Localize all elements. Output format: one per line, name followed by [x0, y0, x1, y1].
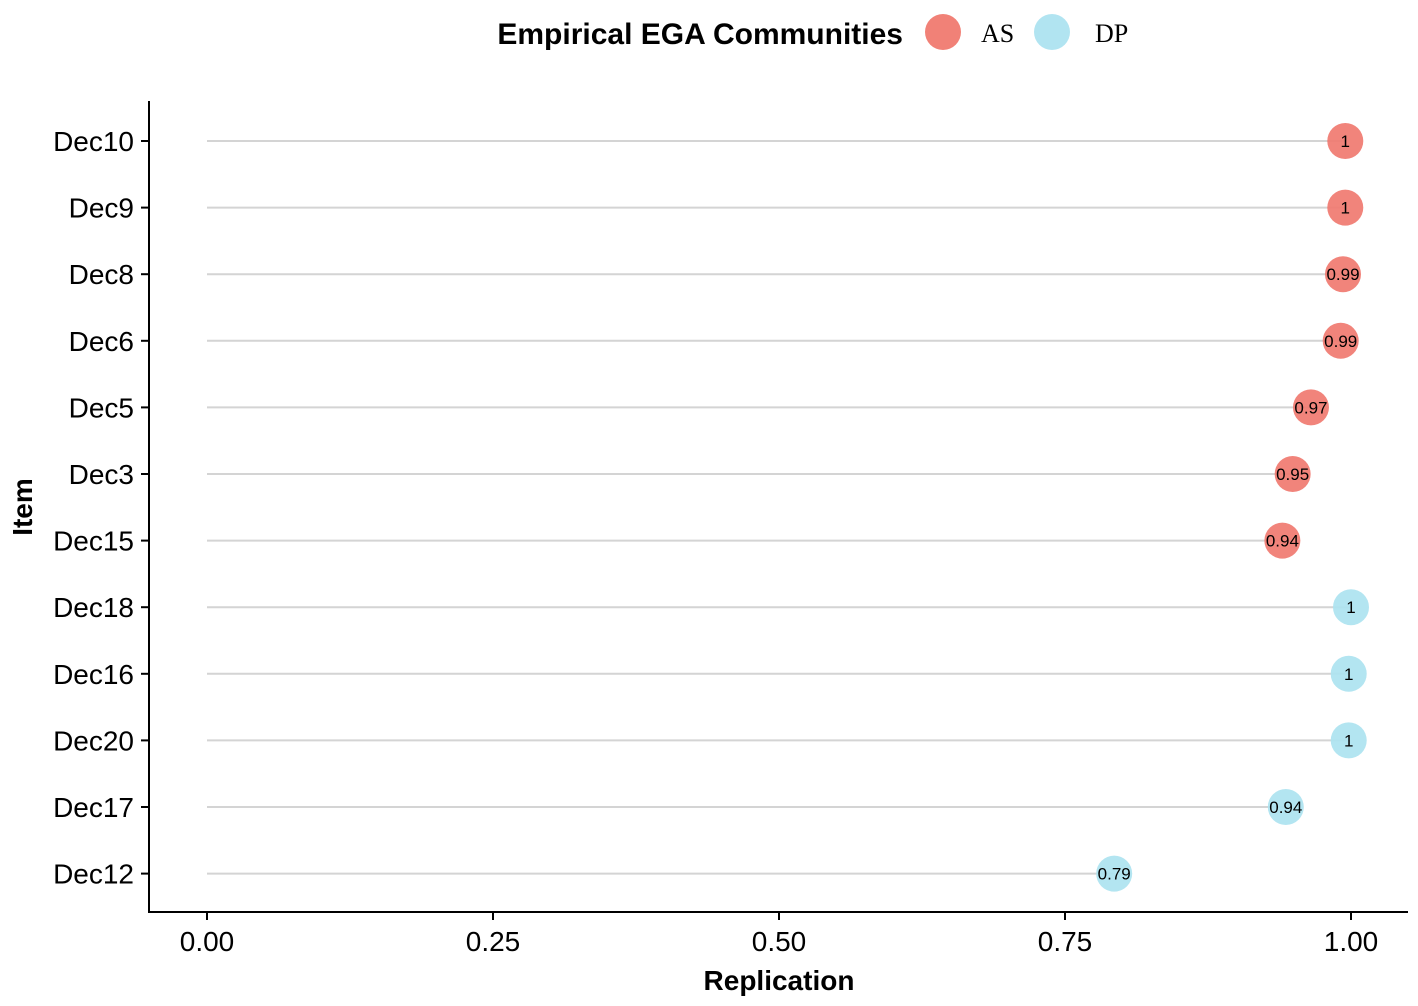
point-dec16	[1330, 655, 1367, 692]
y-tick-label-dec6: Dec6	[69, 326, 134, 357]
data-label-dec3: 0.95	[1276, 465, 1309, 484]
y-tick-label-dec10: Dec10	[53, 126, 134, 157]
data-label-dec18: 1	[1346, 598, 1355, 617]
y-tick-label-dec16: Dec16	[53, 659, 134, 690]
y-tick-label-dec9: Dec9	[69, 193, 134, 224]
y-tick-labels: Dec10 Dec9 Dec8 Dec6 Dec5 Dec3 Dec15 Dec18 Dec16…	[53, 126, 134, 890]
y-tick-label-dec3: Dec3	[69, 459, 134, 490]
y-axis-title: Item	[7, 478, 38, 536]
x-tick-labels: 0.00 0.25 0.50 0.75 1.00	[180, 926, 1379, 957]
point-dec6	[1322, 322, 1359, 359]
point-dec3	[1274, 456, 1311, 492]
x-tick-label-3: 0.75	[1038, 926, 1093, 957]
x-axis-title: Replication	[704, 965, 855, 996]
data-points: 1 1 0.99 0.99 0.97 0.95 0.94 1 1 1 0.94 0.79	[1096, 123, 1369, 892]
y-tick-label-dec5: Dec5	[69, 392, 134, 423]
x-tick-label-4: 1.00	[1324, 926, 1379, 957]
data-label-dec20: 1	[1344, 731, 1353, 750]
point-dec12	[1096, 855, 1133, 892]
x-tick-label-0: 0.00	[180, 926, 235, 957]
data-label-dec16: 1	[1344, 665, 1353, 684]
point-dec17	[1267, 789, 1304, 825]
legend-label-dp: DP	[1095, 19, 1128, 48]
data-label-dec17: 0.94	[1269, 798, 1302, 817]
x-tick-label-1: 0.25	[466, 926, 521, 957]
legend-title: Empirical EGA Communities	[497, 18, 903, 51]
data-label-dec12: 0.79	[1098, 865, 1131, 884]
data-label-dec8: 0.99	[1326, 265, 1359, 284]
data-label-dec15: 0.94	[1266, 532, 1299, 551]
point-dec9	[1327, 189, 1364, 226]
point-dec5	[1292, 389, 1329, 426]
y-tick-label-dec20: Dec20	[53, 725, 134, 756]
y-tick-label-dec18: Dec18	[53, 592, 134, 623]
point-dec20	[1330, 722, 1367, 759]
x-tick-marks	[206, 912, 1352, 920]
axes	[141, 101, 1408, 920]
y-tick-label-dec15: Dec15	[53, 526, 134, 557]
data-label-dec10: 1	[1341, 132, 1350, 151]
point-dec8	[1324, 256, 1361, 293]
y-tick-label-dec12: Dec12	[53, 859, 134, 890]
y-tick-label-dec17: Dec17	[53, 792, 134, 823]
data-label-dec6: 0.99	[1324, 332, 1357, 351]
point-dec15	[1264, 522, 1301, 559]
y-tick-marks	[141, 140, 149, 875]
x-tick-label-2: 0.50	[752, 926, 807, 957]
point-dec18	[1333, 589, 1369, 626]
data-label-dec9: 1	[1341, 199, 1350, 218]
legend: Empirical EGA Communities AS DP	[497, 14, 1128, 51]
lollipop-segments	[207, 140, 1351, 875]
legend-label-as: AS	[981, 19, 1014, 48]
y-tick-label-dec8: Dec8	[69, 259, 134, 290]
legend-swatch-as	[925, 14, 961, 50]
legend-swatch-dp	[1034, 14, 1070, 50]
point-dec10	[1327, 123, 1364, 159]
data-label-dec5: 0.97	[1294, 398, 1327, 417]
